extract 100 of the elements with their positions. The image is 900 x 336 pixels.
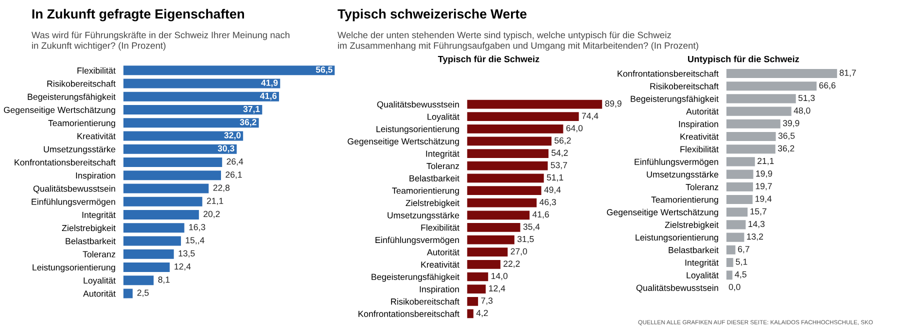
y-tick-label: Leistungsorientierung bbox=[32, 264, 116, 272]
data-label: 81,7 bbox=[840, 70, 856, 77]
data-label: 22,2 bbox=[504, 260, 520, 268]
y-tick-label: Toleranz bbox=[82, 250, 116, 258]
bar bbox=[467, 309, 474, 318]
bar bbox=[467, 161, 548, 170]
data-label: 66,6 bbox=[819, 82, 836, 90]
data-label: 51,3 bbox=[798, 94, 815, 102]
y-tick-label: Risikobereitschaft bbox=[47, 80, 116, 87]
y-tick-label: Belastbarkeit bbox=[66, 238, 116, 244]
data-label: 14,3 bbox=[748, 220, 765, 228]
data-label: 39,9 bbox=[782, 120, 800, 128]
data-label: 32,0 bbox=[224, 132, 241, 140]
bar bbox=[726, 258, 734, 268]
bar bbox=[123, 210, 199, 220]
y-tick-label: Zielstrebigkeit bbox=[406, 200, 460, 208]
bar bbox=[726, 170, 754, 179]
data-label: 26,4 bbox=[226, 158, 244, 166]
bar bbox=[726, 94, 796, 104]
data-label: 21,1 bbox=[758, 158, 774, 166]
bar bbox=[123, 236, 181, 246]
y-tick-label: Autorität bbox=[83, 290, 116, 297]
bar bbox=[123, 170, 221, 180]
bar bbox=[467, 136, 552, 146]
bar bbox=[726, 119, 780, 128]
bar bbox=[123, 144, 237, 154]
y-tick-label: Teamorientierung bbox=[392, 187, 459, 196]
data-label: 13,2 bbox=[747, 233, 764, 241]
data-label: 4,5 bbox=[734, 271, 746, 278]
y-tick-label: Flexibilität bbox=[77, 67, 116, 74]
data-label: 12,4 bbox=[489, 285, 506, 292]
bar bbox=[726, 208, 748, 217]
data-label: 15,7 bbox=[750, 208, 766, 216]
bar bbox=[123, 118, 259, 128]
y-tick-label: Qualitätsbewusstsein bbox=[636, 284, 718, 293]
y-tick-label: Belastbarkeit bbox=[410, 175, 460, 182]
bar bbox=[467, 112, 579, 122]
y-tick-label: Inspiration bbox=[679, 120, 718, 129]
y-tick-label: Loyalität bbox=[428, 113, 460, 122]
bar bbox=[467, 272, 488, 282]
y-tick-label: Risikobereitschaft bbox=[391, 298, 460, 305]
bar bbox=[123, 66, 335, 76]
y-tick-label: Umsetzungsstärke bbox=[646, 171, 718, 180]
chart-subtitle: Was wird für Führungskräfte in der Schweiz Ihrer Meinung nach in Zukunft wichtiger? (In Prozent) bbox=[32, 32, 290, 51]
bar bbox=[467, 174, 544, 183]
y-tick-label: Kreativität bbox=[421, 261, 460, 268]
bar bbox=[123, 131, 244, 141]
y-tick-label: Qualitätsbewusstsein bbox=[33, 185, 116, 194]
data-label: 36,5 bbox=[778, 132, 795, 140]
y-tick-label: Gegenseitige Wertschätzung bbox=[348, 138, 459, 146]
bar bbox=[123, 223, 184, 233]
chart-title: Untypisch für die Schweiz bbox=[688, 56, 800, 64]
bar bbox=[123, 288, 133, 298]
bar bbox=[467, 223, 520, 232]
data-label: 36,2 bbox=[240, 119, 256, 127]
y-tick-label: Integrität bbox=[426, 150, 460, 159]
bar bbox=[467, 284, 486, 294]
bar bbox=[467, 186, 542, 195]
data-label: 19,4 bbox=[755, 196, 772, 203]
bar bbox=[467, 149, 548, 158]
data-label: 4,2 bbox=[476, 310, 488, 318]
y-tick-label: Toleranz bbox=[686, 184, 718, 190]
y-tick-label: Einfühlungsvermögen bbox=[32, 198, 116, 207]
y-tick-label: Risikobereitschaft bbox=[650, 82, 719, 90]
y-tick-label: Konfrontationsbereitschaft bbox=[358, 310, 460, 317]
bar bbox=[123, 105, 262, 114]
data-label: 37,1 bbox=[243, 106, 260, 114]
bar bbox=[123, 158, 222, 167]
bar bbox=[123, 249, 174, 259]
data-label: 13,5 bbox=[178, 250, 195, 258]
data-label: 26,1 bbox=[226, 172, 242, 179]
chart-subtitle: Welche der unten stehenden Werte sind typisch, welche untypisch für die Schweiz im Zusammenhang mit Führungsaufgaben und Umgang mit Mitarbeitenden? (In Prozent) bbox=[338, 32, 698, 51]
bar bbox=[123, 78, 280, 88]
bar bbox=[467, 198, 537, 208]
bar bbox=[726, 157, 755, 166]
text: Typisch für die Schweiz bbox=[438, 56, 540, 64]
y-tick-label: Umsetzungsstärke bbox=[388, 212, 460, 220]
y-tick-label: Autorität bbox=[686, 108, 719, 115]
data-label: 64,0 bbox=[566, 125, 583, 132]
data-label: 48,0 bbox=[794, 107, 810, 115]
bar bbox=[726, 106, 792, 116]
y-tick-label: Teamorientierung bbox=[651, 196, 718, 204]
y-tick-label: Flexibilität bbox=[680, 146, 719, 152]
data-label: 19,9 bbox=[756, 170, 772, 178]
data-label: 46,3 bbox=[540, 198, 556, 206]
bar bbox=[726, 232, 744, 242]
data-label: 27,0 bbox=[510, 248, 528, 256]
data-label: 41,6 bbox=[532, 211, 549, 219]
data-label: 7,3 bbox=[481, 298, 493, 305]
bar bbox=[726, 182, 754, 192]
bar bbox=[726, 132, 776, 142]
bar bbox=[123, 184, 209, 194]
y-tick-label: Einfühlungsvermögen bbox=[634, 158, 718, 167]
y-tick-label: Zielstrebigkeit bbox=[62, 224, 116, 233]
data-label: 12,4 bbox=[174, 263, 191, 271]
data-label: 35,4 bbox=[523, 224, 540, 231]
data-label: 49,4 bbox=[544, 186, 561, 194]
data-label: 30,3 bbox=[218, 145, 234, 153]
y-tick-label: Einfühlungsvermögen bbox=[376, 236, 459, 245]
data-label: 22,8 bbox=[213, 184, 230, 192]
